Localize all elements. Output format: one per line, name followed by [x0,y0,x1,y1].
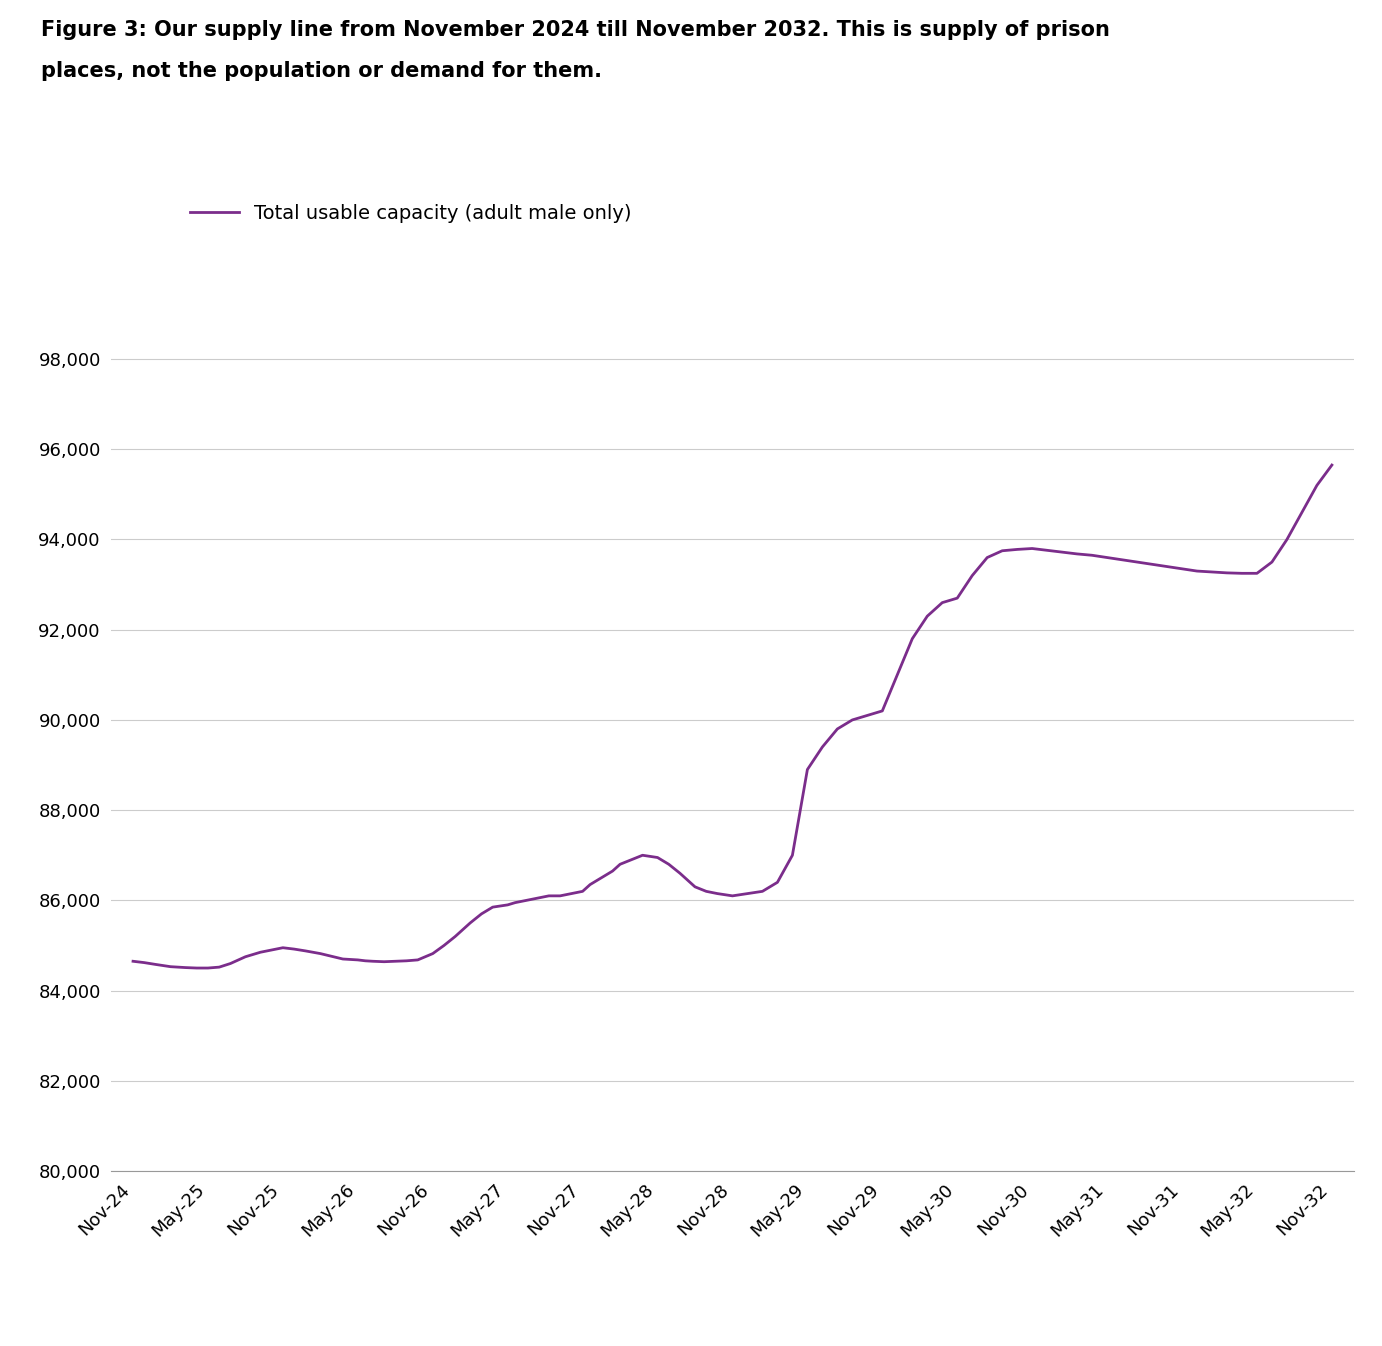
Legend: Total usable capacity (adult male only): Total usable capacity (adult male only) [182,197,640,230]
Line: Total usable capacity (adult male only): Total usable capacity (adult male only) [133,466,1332,968]
Total usable capacity (adult male only) [124,953,141,969]
Total usable capacity (adult male only) [188,960,205,976]
Total usable capacity (adult male only) [323,948,340,964]
Total usable capacity (adult male only) [1324,458,1341,474]
Text: places, not the population or demand for them.: places, not the population or demand for… [41,61,603,81]
Text: Figure 3: Our supply line from November 2024 till November 2032. This is supply : Figure 3: Our supply line from November … [41,20,1110,40]
Total usable capacity (adult male only) [286,941,303,957]
Total usable capacity (adult male only) [661,856,677,872]
Total usable capacity (adult male only) [1054,544,1071,560]
Total usable capacity (adult male only) [365,953,381,969]
Total usable capacity (adult male only) [919,608,936,625]
